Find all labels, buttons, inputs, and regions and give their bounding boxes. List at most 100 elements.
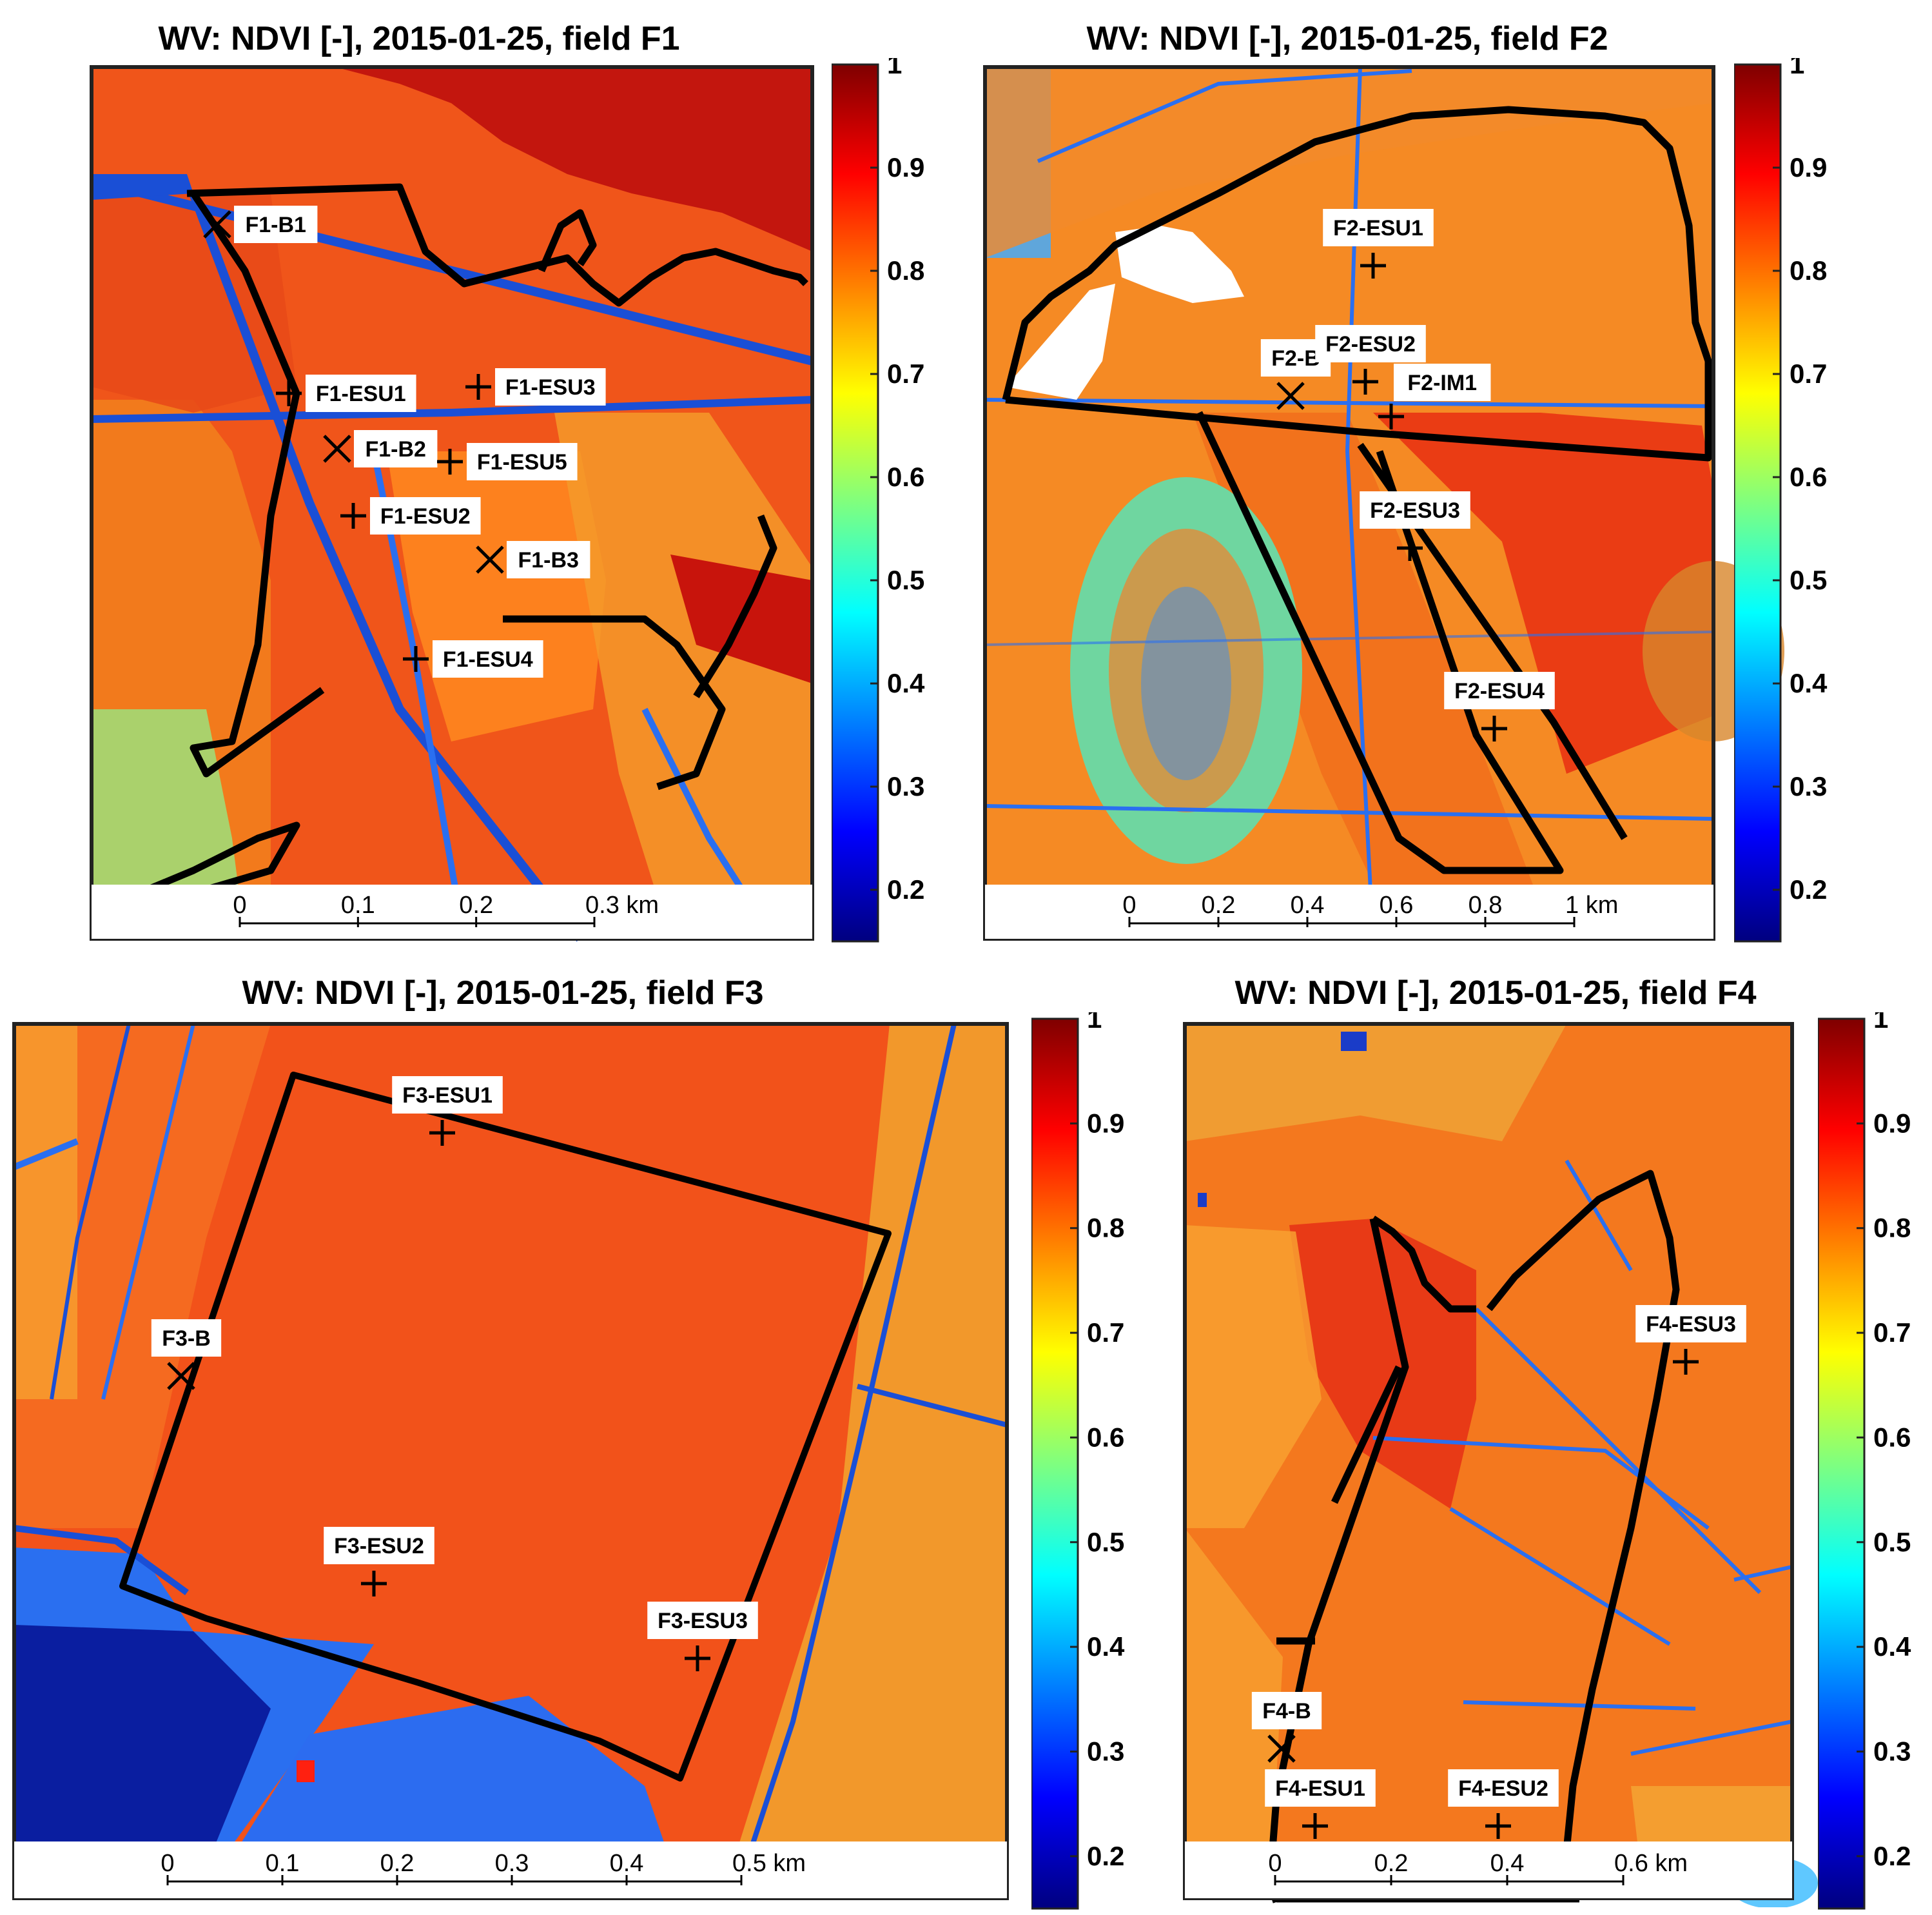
marker-f2-esu1: F2-ESU1	[1323, 209, 1434, 279]
marker-label-bg	[1448, 1769, 1559, 1807]
colorbar-tick-label: 0.7	[1087, 1317, 1124, 1348]
panel-title: WV: NDVI [-], 2015-01-25, field F4	[1234, 974, 1757, 1012]
colorbar-tick-label: 0.3	[1790, 771, 1827, 801]
scale-tick-label: 0.3	[495, 1850, 529, 1877]
marker-label: F3-ESU1	[402, 1083, 493, 1108]
marker-f4-esu1: F4-ESU1	[1265, 1769, 1376, 1839]
colorbar-tick-label: 0.5	[1087, 1527, 1124, 1557]
colorbar-ramp	[1031, 1017, 1079, 1910]
colorbar-tick-label: 0.4	[1790, 668, 1828, 698]
field-boundary	[119, 1072, 892, 1782]
marker-label-bg	[354, 430, 438, 467]
marker-label: F3-B	[162, 1326, 211, 1351]
colorbar: 1 0.9 0.8 0.7 0.6 0.5 0.4 0.3 0.2	[1818, 1012, 1911, 1910]
ndvi-map: F4-ESU3 F4-B F4-ESU1 F4-ESU2 0 0.2 0.4 0.6 km	[1183, 1022, 1818, 1907]
marker-label: F1-ESU3	[505, 375, 596, 400]
marker-label: F4-B	[1262, 1699, 1311, 1724]
colorbar-tick-label: 0.9	[1087, 1108, 1124, 1138]
colorbar-tick-label: 0.3	[1087, 1736, 1124, 1766]
scale-tick-label: 0	[233, 892, 246, 919]
colorbar-tick-label: 0.9	[1790, 152, 1827, 182]
marker-f2-im1: F2-IM1	[1378, 364, 1491, 429]
colorbar-tick-label: 0.3	[887, 771, 924, 801]
marker-label-bg	[1360, 491, 1470, 529]
colorbar-tick-label: 1	[1087, 1012, 1102, 1034]
marker-label-bg	[1394, 364, 1491, 401]
colorbar: 1 0.9 0.8 0.7 0.6 0.5 0.4 0.3 0.2	[832, 58, 925, 943]
scale-tick-label: 0	[161, 1850, 174, 1877]
markers: F4-ESU3 F4-B F4-ESU1 F4-ESU2	[1251, 1305, 1746, 1839]
colorbar-tick-label: 0.2	[1087, 1841, 1124, 1871]
marker-label-bg	[324, 1527, 434, 1564]
colorbar-tick-label: 0.4	[887, 668, 925, 698]
marker-f1-b3: F1-B3	[476, 541, 590, 578]
marker-label-bg	[467, 443, 578, 480]
marker-f2-esu2: F2-ESU2	[1315, 325, 1426, 395]
colorbar: 1 0.9 0.8 0.7 0.6 0.5 0.4 0.3 0.2	[1031, 1012, 1125, 1910]
scale-tick-label: 0.2	[459, 892, 493, 919]
marker-label: F1-B1	[245, 213, 306, 237]
marker-label: F2-IM1	[1407, 371, 1477, 395]
colorbar-tick-label: 0.6	[1087, 1422, 1124, 1452]
marker-label: F2-ESU2	[1325, 332, 1416, 357]
scale-bar: 0 0.2 0.4 0.6 0.8 1 km	[985, 885, 1713, 939]
scale-tick-label: 0.2	[1202, 892, 1236, 919]
marker-label: F2-ESU4	[1454, 679, 1545, 703]
colorbar-tick-label: 0.5	[1873, 1527, 1911, 1557]
markers: F1-B1 F1-ESU1 F1-ESU3 F1-B2 F1-ESU5 F1-ESU2 F1…	[203, 206, 606, 678]
marker-f1-esu5: F1-ESU5	[437, 443, 578, 480]
marker-f2-esu4: F2-ESU4	[1444, 672, 1555, 741]
marker-label-bg	[1444, 672, 1555, 709]
map-panel-f2: WV: NDVI [-], 2015-01-25, field F2	[961, 0, 1932, 948]
marker-f1-b1: F1-B1	[203, 206, 318, 243]
marker-label: F2-B	[1271, 346, 1320, 371]
marker-f2-esu3: F2-ESU3	[1360, 491, 1470, 561]
scale-tick-label: 0.8	[1469, 892, 1503, 919]
colorbar-tick-label: 1	[887, 58, 902, 79]
marker-label-bg	[151, 1319, 222, 1357]
colorbar-tick-label: 0.2	[1873, 1841, 1911, 1871]
panel-title: WV: NDVI [-], 2015-01-25, field F2	[1086, 20, 1608, 57]
colorbar-tick-label: 1	[1790, 58, 1804, 79]
field-boundary	[114, 183, 808, 907]
colorbar-tick-label: 0.9	[887, 152, 924, 182]
marker-label-bg	[1265, 1769, 1376, 1807]
colorbar-tick-label: 0.8	[1790, 255, 1827, 286]
marker-f1-b2: F1-B2	[323, 430, 438, 467]
marker-label-bg	[234, 206, 318, 243]
map-panel-f3: WV: NDVI [-], 2015-01-25, field F3 F3-ES…	[0, 948, 1180, 1910]
marker-label: F1-ESU1	[316, 382, 406, 406]
marker-f4-esu3: F4-ESU3	[1635, 1305, 1746, 1375]
colorbar-tick-label: 0.6	[887, 462, 924, 492]
colorbar-tick-label: 0.8	[1087, 1213, 1124, 1243]
colorbar-ramp	[832, 63, 879, 943]
colorbar-tick-label: 1	[1873, 1012, 1888, 1034]
colorbar-tick-label: 0.8	[1873, 1213, 1911, 1243]
marker-label: F1-ESU2	[380, 504, 471, 529]
marker-f4-esu2: F4-ESU2	[1448, 1769, 1559, 1839]
scale-tick-label: 0.6 km	[1614, 1850, 1688, 1877]
marker-label: F4-ESU1	[1275, 1776, 1365, 1801]
marker-f3-esu3: F3-ESU3	[647, 1602, 758, 1671]
marker-label-bg	[392, 1076, 503, 1114]
marker-f1-esu1: F1-ESU1	[276, 375, 416, 412]
colorbar-tick-label: 0.8	[887, 255, 924, 286]
scale-tick-label: 0.2	[380, 1850, 415, 1877]
marker-label: F1-B3	[518, 548, 578, 573]
colorbar-tick-label: 0.4	[1873, 1631, 1911, 1662]
scale-tick-label: 0.5 km	[732, 1850, 806, 1877]
marker-label: F2-ESU3	[1370, 498, 1460, 523]
marker-label: F1-ESU4	[443, 647, 533, 672]
marker-f1-esu2: F1-ESU2	[340, 497, 481, 535]
marker-label-bg	[306, 375, 416, 412]
scale-tick-label: 0	[1122, 892, 1136, 919]
colorbar-tick-label: 0.7	[1873, 1317, 1911, 1348]
marker-label: F3-ESU2	[334, 1534, 424, 1558]
colorbar-tick-label: 0.4	[1087, 1631, 1125, 1662]
scale-bar: 0 0.2 0.4 0.6 km	[1185, 1841, 1792, 1898]
scale-bar: 0 0.1 0.2 0.3 0.4 0.5 km	[14, 1841, 1007, 1898]
colorbar: 1 0.9 0.8 0.7 0.6 0.5 0.4 0.3 0.2	[1734, 58, 1828, 943]
colorbar-tick-label: 0.7	[887, 358, 924, 389]
colorbar-tick-label: 0.2	[1790, 874, 1827, 905]
marker-label: F4-ESU3	[1646, 1312, 1736, 1337]
